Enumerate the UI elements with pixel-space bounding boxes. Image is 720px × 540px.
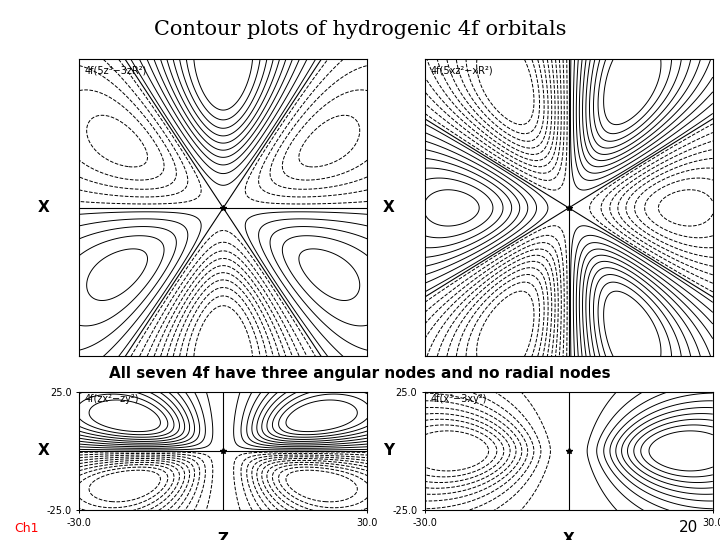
Text: Ch1: Ch1	[14, 522, 39, 535]
Text: 4f(5xz²−xR²): 4f(5xz²−xR²)	[431, 65, 493, 76]
Text: 4f(5z³−3zR²): 4f(5z³−3zR²)	[85, 65, 148, 76]
Text: Y: Y	[383, 443, 395, 458]
Text: 4f(x³−3xy²): 4f(x³−3xy²)	[431, 394, 487, 404]
Text: X: X	[37, 443, 49, 458]
Text: All seven 4f have three angular nodes and no radial nodes: All seven 4f have three angular nodes an…	[109, 367, 611, 381]
Text: 4f(zx²−zy²): 4f(zx²−zy²)	[85, 394, 140, 404]
Text: X: X	[37, 200, 49, 215]
Text: Contour plots of hydrogenic 4f orbitals: Contour plots of hydrogenic 4f orbitals	[154, 20, 566, 39]
Text: 20: 20	[679, 519, 698, 535]
Text: X: X	[383, 200, 395, 215]
Text: Z: Z	[217, 532, 229, 540]
Text: X: X	[563, 532, 575, 540]
